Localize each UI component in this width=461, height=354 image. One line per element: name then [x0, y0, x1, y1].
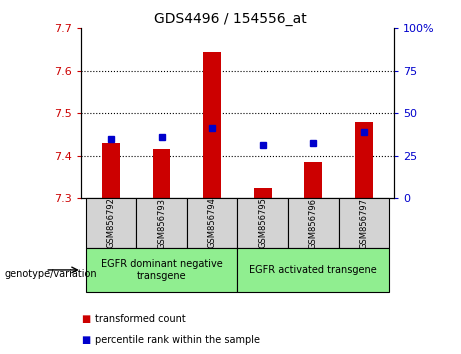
Bar: [237, 248, 389, 292]
Bar: [355, 122, 372, 198]
Text: GSM856795: GSM856795: [258, 198, 267, 249]
Text: GSM856793: GSM856793: [157, 198, 166, 249]
Bar: [86, 248, 237, 292]
Bar: [203, 52, 221, 198]
Text: ■: ■: [81, 335, 90, 345]
Bar: [153, 149, 171, 198]
Bar: [86, 198, 136, 248]
Text: ■: ■: [81, 314, 90, 324]
Text: GSM856797: GSM856797: [359, 198, 368, 249]
Bar: [237, 198, 288, 248]
Text: percentile rank within the sample: percentile rank within the sample: [95, 335, 260, 345]
Text: genotype/variation: genotype/variation: [5, 269, 97, 279]
Text: GSM856794: GSM856794: [207, 198, 217, 249]
Bar: [254, 188, 272, 198]
Bar: [288, 198, 338, 248]
Text: GSM856796: GSM856796: [309, 198, 318, 249]
Text: EGFR activated transgene: EGFR activated transgene: [249, 265, 377, 275]
Bar: [338, 198, 389, 248]
Bar: [187, 198, 237, 248]
Text: transformed count: transformed count: [95, 314, 185, 324]
Text: GSM856792: GSM856792: [106, 198, 116, 249]
Bar: [304, 162, 322, 198]
Text: GDS4496 / 154556_at: GDS4496 / 154556_at: [154, 12, 307, 27]
Bar: [102, 143, 120, 198]
Bar: [136, 198, 187, 248]
Text: EGFR dominant negative
transgene: EGFR dominant negative transgene: [100, 259, 223, 281]
